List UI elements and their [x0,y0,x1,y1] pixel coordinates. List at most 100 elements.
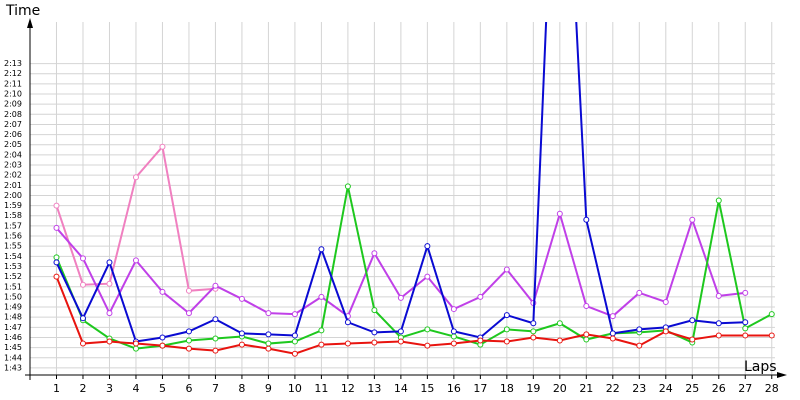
y-tick-label: 2:05 [4,140,22,149]
data-point [79,281,86,288]
x-tick-label: 26 [712,382,726,395]
x-tick-label: 20 [553,382,567,395]
data-point [424,342,431,349]
data-point [662,328,669,335]
x-tick-label: 25 [685,382,699,395]
x-tick-label: 11 [314,382,328,395]
y-tick-label: 2:09 [4,100,22,109]
data-point [79,315,86,322]
x-tick-label: 17 [473,382,487,395]
series-line [55,276,772,355]
x-tick-label: 18 [500,382,514,395]
y-axis-label: Time [5,3,40,19]
data-point [450,333,457,340]
data-point [212,347,219,354]
data-point [583,216,590,223]
y-tick-label: 1:54 [4,252,22,261]
data-point [132,340,139,347]
x-tick-label: 23 [632,382,646,395]
x-tick-label: 14 [394,382,408,395]
data-point [503,338,510,345]
data-point [53,202,60,209]
y-tick-label: 1:46 [4,333,22,342]
data-point [291,332,298,339]
data-point [132,345,139,352]
x-tick-label: 24 [659,382,673,395]
data-point [291,311,298,318]
data-point [265,331,272,338]
data-point [424,243,431,250]
y-tick-label: 2:02 [4,171,22,180]
data-point [609,335,616,342]
data-point [768,311,775,318]
data-point [715,197,722,204]
x-tick-label: 22 [606,382,620,395]
data-point [238,295,245,302]
data-point [503,326,510,333]
y-tick-label: 1:48 [4,313,22,322]
data-point [530,334,537,341]
y-tick-label: 1:59 [4,201,22,210]
y-tick-label: 2:06 [4,130,22,139]
data-point [132,174,139,181]
data-point [106,280,113,287]
data-point [742,319,749,326]
data-point [185,345,192,352]
data-point [344,319,351,326]
x-tick-label: 27 [738,382,752,395]
x-tick-label: 19 [526,382,540,395]
data-point [609,330,616,337]
data-point [556,320,563,327]
data-point [79,255,86,262]
plot-area [53,22,775,357]
data-point [106,259,113,266]
data-point [132,257,139,264]
data-point [185,310,192,317]
data-point [609,313,616,320]
y-tick-label: 1:58 [4,211,22,220]
data-point [265,310,272,317]
y-tick-label: 2:04 [4,150,22,159]
x-tick-label: 5 [159,382,166,395]
y-tick-label: 1:44 [4,353,22,362]
x-tick-label: 21 [579,382,593,395]
data-point [212,282,219,289]
x-tick-label: 3 [106,382,113,395]
data-point [371,307,378,314]
data-point [106,338,113,345]
x-axis-label: Laps [744,359,777,375]
y-tick-label: 1:53 [4,262,22,271]
data-point [742,289,749,296]
data-point [715,292,722,299]
data-point [318,341,325,348]
data-point [159,334,166,341]
data-point [450,340,457,347]
y-tick-label: 2:13 [4,59,22,68]
y-tick-label: 1:56 [4,232,22,241]
data-point [742,325,749,332]
data-point [715,332,722,339]
data-point [450,306,457,313]
x-tick-label: 8 [238,382,245,395]
x-tick-label: 9 [265,382,272,395]
x-tick-label: 16 [447,382,461,395]
data-point [397,294,404,301]
data-point [689,336,696,343]
x-tick-label: 1 [53,382,60,395]
data-point [238,330,245,337]
x-tick-label: 10 [288,382,302,395]
data-point [662,298,669,305]
data-point [344,340,351,347]
data-point [556,337,563,344]
data-point [159,288,166,295]
data-point [53,273,60,280]
x-tick-label: 6 [185,382,192,395]
y-tick-label: 1:51 [4,282,22,291]
data-point [715,320,722,327]
data-point [291,350,298,357]
data-point [530,328,537,335]
data-point [265,340,272,347]
x-tick-label: 7 [212,382,219,395]
data-point [159,342,166,349]
y-tick-label: 1:57 [4,221,22,230]
